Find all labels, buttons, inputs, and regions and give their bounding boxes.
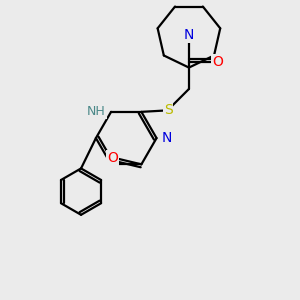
- Text: N: N: [162, 131, 172, 145]
- Text: NH: NH: [87, 105, 106, 119]
- Text: S: S: [164, 103, 172, 117]
- Text: O: O: [212, 55, 223, 69]
- Text: N: N: [184, 28, 194, 43]
- Text: O: O: [107, 152, 118, 165]
